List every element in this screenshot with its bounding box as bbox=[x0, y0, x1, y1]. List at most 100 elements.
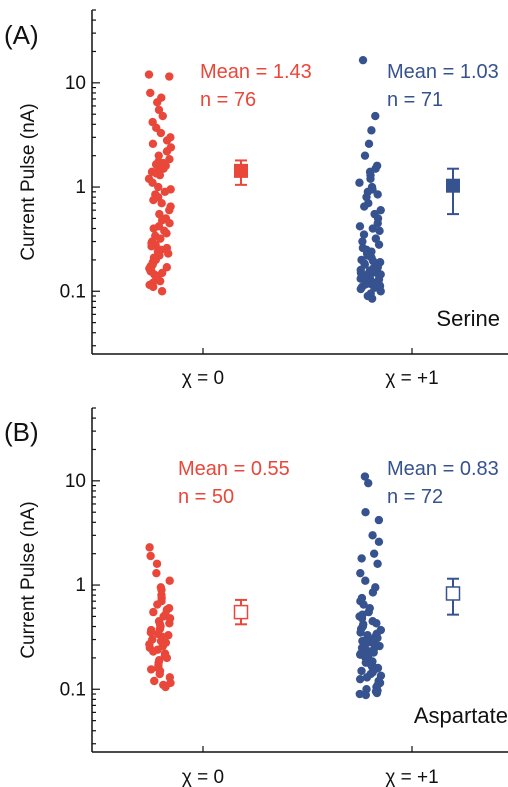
data-point bbox=[360, 202, 369, 211]
data-point bbox=[357, 666, 366, 676]
data-point bbox=[165, 72, 174, 81]
data-point bbox=[372, 619, 381, 628]
data-point bbox=[374, 537, 384, 547]
data-point bbox=[356, 568, 365, 578]
data-point bbox=[154, 105, 164, 115]
data-point bbox=[162, 263, 172, 272]
y-tick-label: 10 bbox=[65, 471, 86, 492]
data-point bbox=[359, 600, 368, 609]
data-point bbox=[361, 508, 370, 517]
data-point bbox=[367, 294, 377, 303]
count-annotation: n = 72 bbox=[387, 486, 443, 508]
x-category-label: χ = +1 bbox=[385, 767, 438, 787]
data-point bbox=[148, 139, 158, 149]
mean-annotation: Mean = 0.83 bbox=[387, 458, 499, 480]
data-point bbox=[361, 576, 370, 585]
data-point bbox=[364, 478, 373, 488]
panel-label: (A) bbox=[4, 20, 39, 50]
data-point bbox=[155, 170, 165, 180]
x-category-label: χ = 0 bbox=[182, 368, 224, 389]
series-chi-plus1: Mean = 0.83 n = 72 bbox=[355, 458, 499, 700]
data-point bbox=[358, 237, 367, 246]
data-point bbox=[374, 515, 384, 525]
mean-marker bbox=[446, 178, 460, 193]
mean-marker bbox=[233, 604, 249, 620]
data-point bbox=[356, 628, 365, 637]
data-point bbox=[162, 136, 172, 145]
data-point bbox=[161, 682, 170, 692]
data-point bbox=[368, 588, 378, 597]
compound-label: Aspartate bbox=[414, 703, 508, 728]
data-point bbox=[376, 205, 385, 215]
x-category-label: χ = +1 bbox=[385, 368, 438, 389]
data-point bbox=[154, 182, 163, 192]
data-point bbox=[157, 287, 167, 296]
data-point bbox=[157, 198, 166, 208]
mean-annotation: Mean = 0.55 bbox=[178, 458, 290, 480]
data-point bbox=[146, 88, 155, 98]
panel-label: (B) bbox=[4, 417, 39, 447]
y-tick-label: 1 bbox=[75, 177, 86, 198]
data-point bbox=[357, 554, 366, 563]
data-point bbox=[355, 674, 365, 684]
data-point bbox=[373, 218, 382, 228]
data-point bbox=[153, 98, 162, 107]
data-point bbox=[373, 190, 382, 199]
data-point bbox=[162, 147, 172, 156]
data-point bbox=[356, 284, 365, 294]
data-point bbox=[155, 669, 164, 679]
data-point bbox=[148, 178, 157, 187]
data-point bbox=[362, 673, 372, 682]
data-point bbox=[165, 205, 174, 215]
count-annotation: n = 76 bbox=[200, 89, 256, 111]
data-point bbox=[146, 665, 156, 674]
data-point bbox=[153, 600, 162, 609]
data-point bbox=[165, 218, 174, 228]
data-point bbox=[152, 559, 162, 568]
data-point bbox=[373, 633, 382, 643]
count-annotation: n = 71 bbox=[387, 89, 443, 111]
panel-b: (B) 0.1 1 10 Current Pulse (nA) χ = 0 χ = +1 Me… bbox=[4, 407, 508, 787]
data-point bbox=[164, 631, 173, 640]
mean-annotation: Mean = 1.43 bbox=[200, 61, 312, 83]
data-point bbox=[165, 576, 174, 585]
data-point bbox=[360, 151, 370, 160]
compound-label: Serine bbox=[436, 306, 500, 331]
data-point bbox=[368, 224, 378, 233]
y-axis-label: Current Pulse (nA) bbox=[18, 501, 39, 658]
data-point bbox=[162, 229, 171, 238]
y-tick-label: 0.1 bbox=[60, 679, 86, 700]
data-point bbox=[366, 174, 375, 183]
x-category-label: χ = 0 bbox=[182, 767, 224, 787]
data-point bbox=[165, 619, 174, 628]
count-annotation: n = 50 bbox=[178, 486, 234, 508]
panel-a: (A) 0.1 1 10 Current Pulse (nA) χ = 0 χ = +1 Me… bbox=[4, 9, 508, 389]
data-point bbox=[361, 690, 371, 700]
data-point bbox=[371, 111, 380, 121]
data-point bbox=[355, 178, 364, 187]
data-point bbox=[148, 282, 158, 292]
data-point bbox=[149, 195, 158, 205]
series-chi-0: Mean = 1.43 n = 76 bbox=[144, 61, 312, 296]
data-point bbox=[146, 551, 155, 561]
data-point bbox=[374, 240, 384, 249]
mean-marker bbox=[234, 163, 248, 178]
data-point bbox=[160, 187, 170, 197]
mean-marker bbox=[445, 586, 461, 601]
data-point bbox=[162, 653, 172, 663]
y-tick-label: 10 bbox=[65, 73, 86, 94]
data-point bbox=[156, 128, 166, 138]
data-point bbox=[376, 287, 385, 296]
data-point bbox=[165, 155, 174, 164]
data-point bbox=[146, 628, 156, 637]
data-point bbox=[367, 126, 376, 135]
y-tick-label: 0.1 bbox=[60, 281, 86, 302]
data-point bbox=[152, 568, 161, 578]
data-point bbox=[369, 549, 379, 558]
data-point bbox=[149, 647, 158, 656]
data-point bbox=[150, 676, 159, 686]
data-point bbox=[158, 111, 167, 121]
data-point bbox=[149, 224, 158, 233]
mean-annotation: Mean = 1.03 bbox=[387, 61, 499, 83]
